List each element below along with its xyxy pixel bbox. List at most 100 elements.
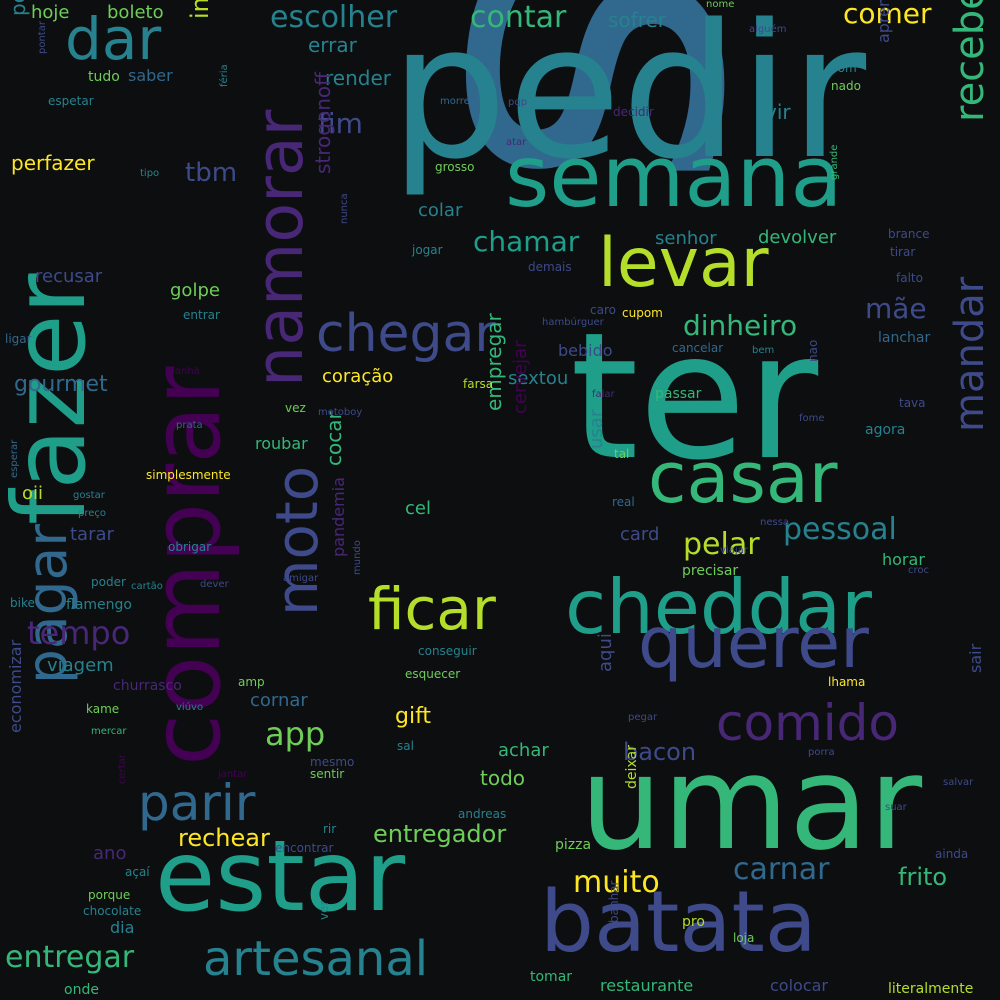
word-107: viúvo bbox=[176, 702, 204, 713]
word-160: nessa bbox=[760, 517, 790, 528]
word-88: sair bbox=[966, 643, 985, 673]
word-140: bom bbox=[830, 61, 857, 75]
word-76: cervejar bbox=[510, 340, 531, 415]
word-105: kame bbox=[86, 702, 120, 716]
word-56: colar bbox=[418, 200, 463, 221]
word-50: boleto bbox=[107, 2, 164, 23]
word-135: prata bbox=[176, 420, 203, 431]
word-97: colocar bbox=[770, 976, 828, 995]
word-151: tirar bbox=[890, 245, 916, 259]
word-99: tomar bbox=[530, 969, 573, 985]
word-138: falar bbox=[592, 389, 615, 400]
word-115: mesmo bbox=[310, 755, 355, 769]
word-169: jantar bbox=[218, 769, 248, 780]
word-10: casar bbox=[648, 437, 838, 519]
word-49: perfazer bbox=[11, 151, 95, 175]
word-121: cupom bbox=[622, 306, 663, 320]
word-48: petiscar bbox=[6, 0, 30, 16]
word-11: levar bbox=[598, 224, 769, 303]
word-145: grosso bbox=[435, 160, 475, 174]
word-20: comido bbox=[716, 694, 900, 752]
word-55: strogonoff bbox=[311, 72, 335, 174]
word-100: pizza bbox=[555, 837, 592, 853]
word-12: namorar bbox=[243, 109, 318, 387]
word-45: render bbox=[325, 66, 391, 90]
word-27: comer bbox=[843, 0, 932, 30]
word-166: porra bbox=[808, 747, 835, 758]
word-91: flamengo bbox=[66, 597, 132, 613]
word-1: pedir bbox=[390, 0, 867, 200]
word-128: dever bbox=[200, 579, 229, 590]
word-15: ficar bbox=[368, 575, 496, 643]
word-75: empregar bbox=[482, 313, 506, 411]
word-51: hoje bbox=[31, 2, 70, 23]
word-44: sofrer bbox=[608, 8, 667, 32]
word-174: chocolate bbox=[83, 904, 142, 918]
word-29: pessoal bbox=[783, 512, 897, 547]
word-18: dar bbox=[65, 5, 162, 73]
word-136: motoboy bbox=[318, 407, 363, 418]
word-68: cancelar bbox=[672, 341, 724, 355]
word-123: bem bbox=[752, 345, 775, 356]
word-13: moto bbox=[263, 466, 331, 617]
word-19: chegar bbox=[316, 304, 496, 364]
word-5: umar bbox=[580, 727, 923, 879]
word-46: vir bbox=[765, 100, 791, 124]
word-113: rir bbox=[323, 822, 337, 836]
word-157: pontar bbox=[37, 21, 48, 54]
word-41: fim bbox=[318, 107, 363, 140]
word-147: jogar bbox=[412, 243, 443, 257]
word-120: tava bbox=[899, 396, 926, 410]
word-52: saber bbox=[128, 66, 173, 85]
word-104: obrigar bbox=[168, 540, 212, 554]
word-80: card bbox=[620, 524, 660, 545]
word-119: tal bbox=[614, 447, 630, 461]
word-81: horar bbox=[882, 550, 925, 569]
word-47: inglesar bbox=[186, 0, 214, 19]
word-156: alguém bbox=[749, 24, 787, 35]
word-94: dia bbox=[110, 918, 135, 937]
word-95: onde bbox=[64, 982, 99, 998]
word-165: pegar bbox=[628, 712, 658, 723]
word-14: querer bbox=[638, 602, 869, 684]
word-77: usar bbox=[586, 410, 607, 450]
word-149: hambúrguer bbox=[542, 317, 604, 328]
word-22: receber bbox=[947, 0, 993, 122]
word-132: simplesmente bbox=[146, 468, 231, 482]
word-159: tipo bbox=[140, 168, 160, 179]
word-84: cornar bbox=[250, 690, 308, 711]
word-69: oii bbox=[22, 483, 44, 504]
word-83: churrasco bbox=[113, 678, 182, 694]
word-130: preço bbox=[78, 508, 107, 519]
word-66: bebido bbox=[558, 341, 613, 360]
word-65: sextou bbox=[508, 368, 569, 389]
word-150: brance bbox=[888, 227, 930, 241]
word-116: sentir bbox=[310, 767, 345, 781]
word-171: encontrar bbox=[275, 841, 334, 855]
word-31: chamar bbox=[473, 225, 580, 258]
word-112: andreas bbox=[458, 807, 507, 821]
word-106: mercar bbox=[91, 726, 127, 737]
word-141: nado bbox=[831, 79, 861, 93]
word-176: loja bbox=[733, 931, 755, 945]
word-146: atar bbox=[506, 137, 527, 148]
word-133: ligar bbox=[5, 332, 32, 346]
word-7: semana bbox=[505, 128, 843, 227]
word-144: morrer bbox=[440, 96, 474, 107]
word-168: suar bbox=[885, 802, 907, 813]
word-58: devolver bbox=[758, 227, 837, 248]
word-87: pandemia bbox=[329, 476, 348, 557]
word-74: cel bbox=[405, 498, 431, 519]
word-109: esquecer bbox=[405, 667, 461, 681]
word-154: nunca bbox=[339, 193, 350, 224]
word-153: grande bbox=[829, 144, 840, 180]
word-42: tbm bbox=[185, 158, 238, 188]
word-158: féria bbox=[219, 64, 230, 87]
word-78: cocar bbox=[322, 411, 346, 466]
word-28: muito bbox=[573, 865, 660, 900]
word-114: sal bbox=[397, 739, 414, 753]
word-161: viajar bbox=[720, 545, 748, 556]
word-73: passar bbox=[655, 386, 702, 402]
word-25: escolher bbox=[270, 0, 398, 35]
word-21: artesanal bbox=[203, 931, 429, 987]
